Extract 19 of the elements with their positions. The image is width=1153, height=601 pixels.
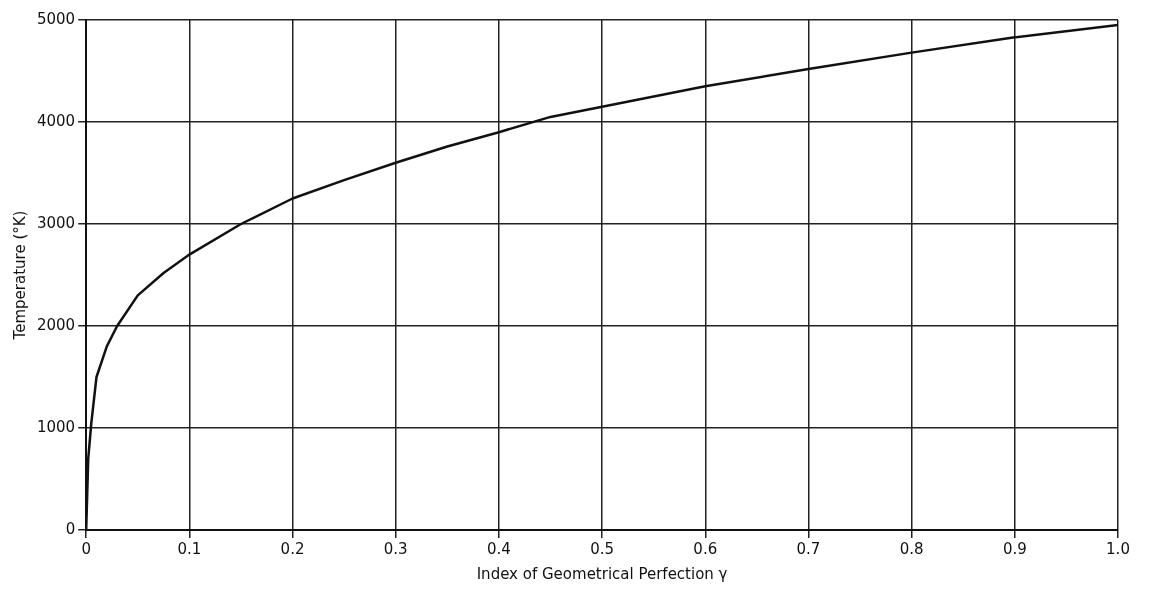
y-tick-label: 2000 [36,315,76,334]
y-tick-label: 4000 [36,111,76,130]
y-tick-label: 3000 [36,213,76,232]
x-tick-label: 0.3 [383,539,408,558]
y-tick-label: 5000 [36,9,76,28]
x-tick-label: 0.7 [796,539,821,558]
x-axis-title: Index of Geometrical Perfection γ [476,564,728,583]
x-tick-label: 0.1 [177,539,202,558]
x-tick-label: 0.8 [899,539,924,558]
x-tick-label: 0 [81,539,91,558]
x-tick-label: 0.6 [693,539,718,558]
x-tick-label: 0.9 [1002,539,1027,558]
x-tick-label: 0.5 [590,539,615,558]
y-axis-title: Temperature (°K) [10,210,29,341]
x-tick-label: 0.2 [280,539,305,558]
y-tick-label: 0 [65,519,76,538]
y-tick-label: 1000 [36,417,76,436]
x-tick-label: 0.4 [486,539,511,558]
x-tick-label: 1.0 [1106,539,1130,558]
